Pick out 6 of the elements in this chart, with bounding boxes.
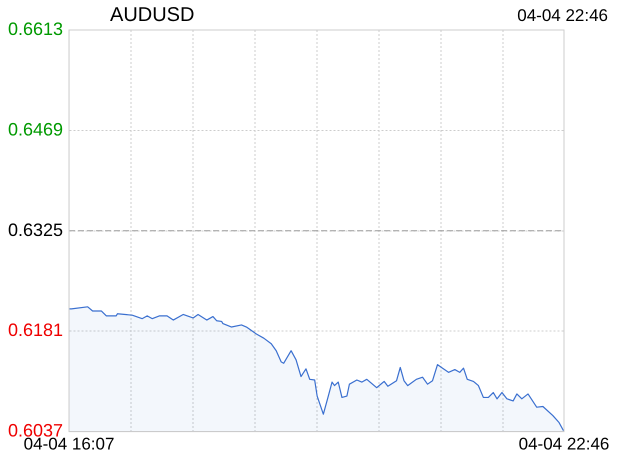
chart-title: AUDUSD xyxy=(110,4,194,27)
text: 04-04 22:46 xyxy=(517,6,608,26)
y-tick-label: 0.6613 xyxy=(8,18,64,39)
y-tick-label: 0.6469 xyxy=(8,119,64,140)
y-tick-label: 0.6325 xyxy=(8,220,64,240)
y-tick-label: 0.6181 xyxy=(8,320,64,340)
